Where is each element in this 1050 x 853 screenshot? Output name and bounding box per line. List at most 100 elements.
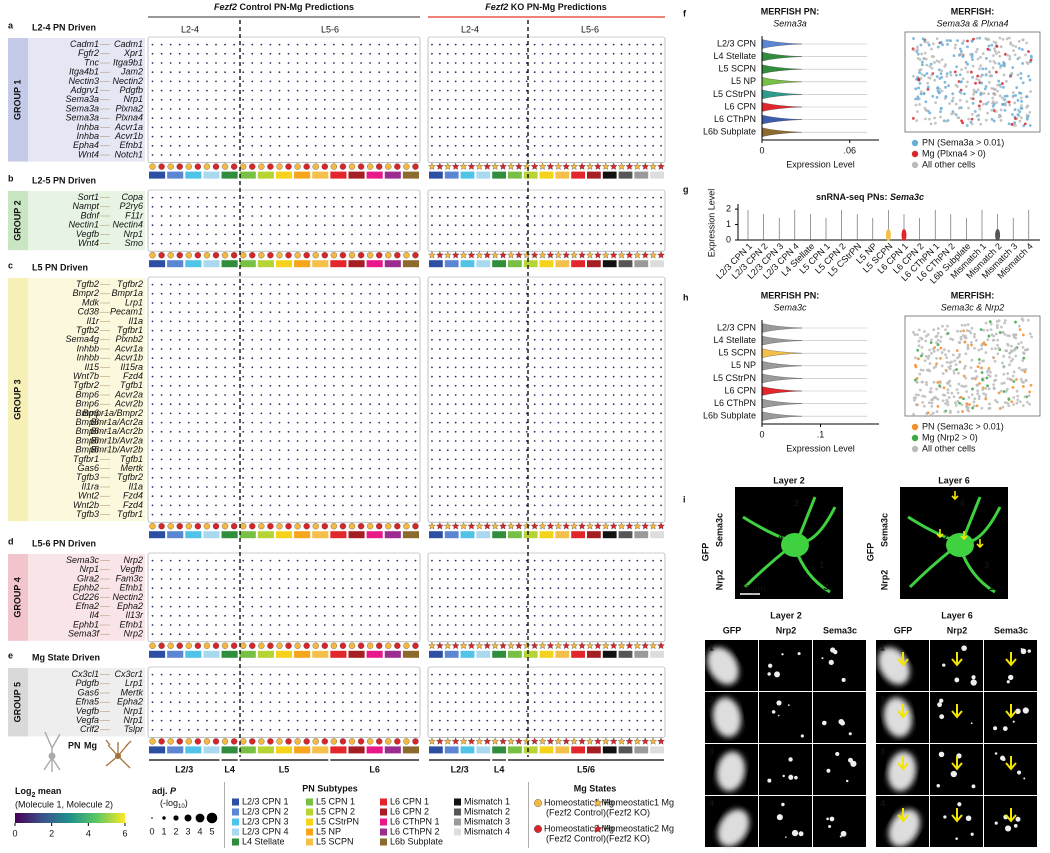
map-cell: [991, 66, 995, 70]
grid-dot: [549, 692, 552, 694]
grid-dot: [525, 62, 528, 64]
grid-dot: [169, 719, 172, 722]
grid-dot: [557, 559, 560, 562]
grid-dot: [470, 624, 473, 626]
mg-state-marker: [601, 522, 610, 530]
map-cell: [911, 74, 915, 78]
grid-dot: [589, 320, 591, 323]
mg-state-marker: [428, 162, 436, 170]
grid-dot: [525, 430, 528, 433]
mg-state-marker: [312, 252, 319, 259]
ligand: Bmp6: [75, 417, 99, 427]
grid-dot: [438, 614, 441, 617]
grid-dot: [446, 394, 449, 396]
grid-dot: [296, 421, 299, 424]
grid-dot: [323, 559, 326, 562]
grid-dot: [369, 495, 372, 498]
map-cell: [987, 80, 991, 84]
map-cell: [952, 54, 956, 58]
grid-dot: [446, 154, 449, 156]
grid-dot: [596, 559, 599, 562]
grid-dot: [414, 302, 417, 304]
grid-dot: [187, 375, 190, 378]
mg-state-marker: [538, 522, 547, 530]
map-cell: [929, 47, 933, 51]
grid-dot: [438, 449, 441, 452]
grid-dot: [454, 224, 457, 227]
grid-dot: [260, 338, 263, 341]
map-cell: [919, 43, 923, 47]
grid-dot: [233, 62, 236, 64]
grid-dot: [387, 728, 390, 731]
grid-dot: [260, 605, 263, 608]
grid-dot: [196, 449, 199, 452]
grid-dot: [525, 568, 528, 571]
grid-dot: [454, 135, 457, 138]
grid-dot: [636, 701, 639, 704]
grid-dot: [478, 292, 481, 295]
grid-dot: [215, 302, 217, 304]
grid-dot: [323, 311, 326, 314]
grid-dot: [360, 80, 362, 83]
grid-dot: [260, 486, 263, 488]
grid-dot: [612, 513, 615, 516]
grid-dot: [652, 578, 655, 580]
grid-dot: [431, 154, 433, 156]
receptor: Xpr1: [123, 48, 143, 58]
grid-dot: [242, 467, 245, 470]
mg-state-marker: [436, 162, 444, 170]
grid-dot: [260, 495, 263, 498]
grid-dot: [187, 283, 190, 286]
grid-dot: [502, 495, 504, 498]
grid-dot: [557, 98, 560, 101]
map-cell: [992, 119, 996, 123]
grid-dot: [470, 283, 473, 286]
mg-state-marker: [499, 737, 507, 745]
ligand: Tgfbr1: [73, 454, 99, 464]
grid-dot: [206, 154, 208, 156]
grid-dot: [160, 108, 163, 110]
grid-dot: [525, 486, 528, 488]
grid-dot: [206, 196, 208, 199]
grid-dot: [414, 292, 417, 295]
grid-dot: [510, 559, 512, 562]
grid-dot: [369, 224, 372, 227]
receptor: Bmr1b/Avr2b: [91, 445, 143, 455]
mg-state-marker: [385, 642, 392, 649]
grid-dot: [510, 43, 512, 46]
mg-legend-marker: [534, 799, 542, 807]
grid-dot: [196, 71, 199, 74]
grid-dot: [533, 302, 536, 304]
mg-state-marker: [578, 641, 586, 650]
grid-dot: [387, 233, 390, 236]
grid-dot: [405, 513, 408, 516]
grid-dot: [652, 673, 655, 676]
grid-dot: [636, 329, 639, 332]
grid-dot: [652, 224, 655, 227]
grid-dot: [242, 215, 245, 217]
map-cell: [999, 119, 1003, 122]
grid-dot: [360, 458, 362, 461]
mg-state-marker: [578, 737, 586, 745]
grid-dot: [360, 108, 362, 110]
grid-dot: [533, 486, 536, 488]
grid-dot: [438, 302, 441, 304]
grid-dot: [287, 440, 290, 442]
receptor: Nrp1: [123, 706, 143, 716]
grid-dot: [620, 242, 623, 245]
grid-dot: [342, 80, 344, 83]
grid-dot: [405, 486, 408, 488]
grid-dot: [470, 242, 473, 245]
grid-dot: [565, 710, 568, 713]
grid-dot: [215, 430, 217, 433]
grid-dot: [541, 329, 544, 332]
grid-dot: [224, 62, 226, 64]
grid-dot: [414, 673, 417, 676]
grid-dot: [287, 559, 290, 562]
grid-dot: [160, 476, 163, 479]
mg-state-marker: [649, 737, 657, 745]
grid-dot: [206, 578, 208, 580]
mg-state-marker: [554, 737, 563, 745]
grid-dot: [396, 467, 399, 470]
grid-dot: [342, 430, 344, 433]
